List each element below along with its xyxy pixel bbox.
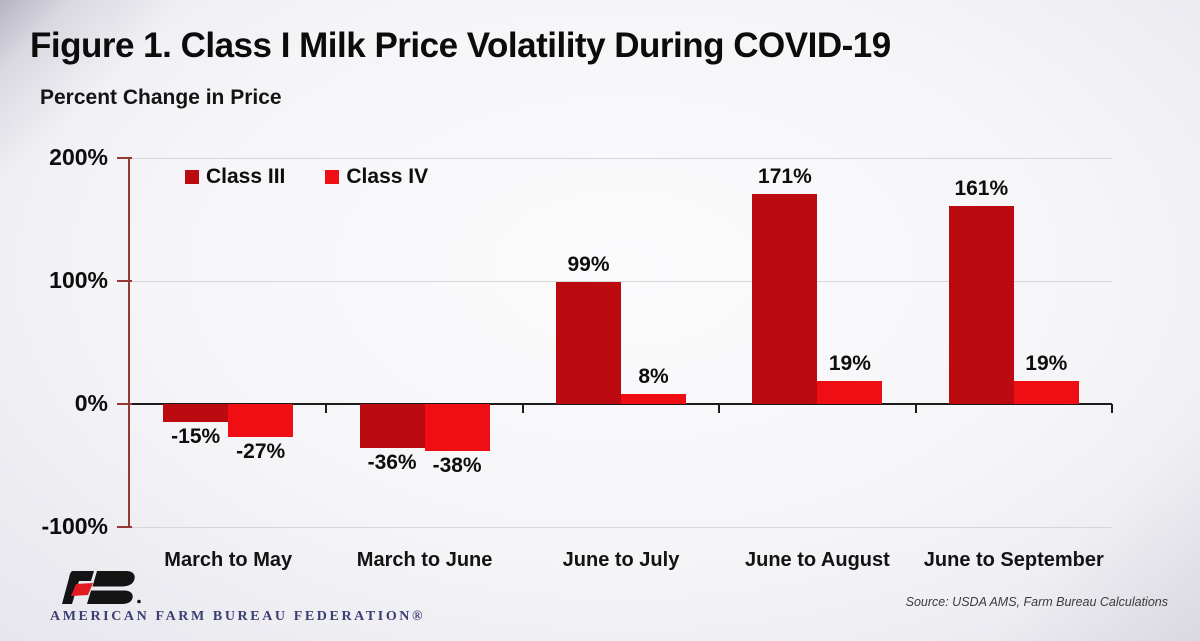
category-axis-tick — [718, 404, 721, 413]
bar-class-iv — [621, 394, 686, 404]
legend-item-class-iv: Class IV — [325, 165, 428, 189]
bar-class-iii — [556, 282, 621, 404]
legend-swatch-icon — [185, 170, 199, 184]
bar-chart: Class III Class IV 200% 100% 0% -100% -15% -27… — [42, 144, 1113, 571]
afbf-logo-text: AMERICAN FARM BUREAU FEDERATION® — [50, 609, 426, 624]
bar-value-label: -38% — [432, 453, 482, 477]
x-axis-category-label: June to July — [562, 549, 680, 571]
bar-value-label: 8% — [638, 365, 669, 389]
chart-legend: Class III Class IV — [185, 165, 428, 189]
bar-value-label: -15% — [171, 425, 221, 449]
legend-item-class-iii: Class III — [185, 165, 285, 189]
y-axis-line — [128, 158, 130, 527]
source-note: Source: USDA AMS, Farm Bureau Calculatio… — [905, 595, 1168, 609]
x-axis-category-label: March to May — [164, 549, 293, 571]
zero-axis-line — [130, 403, 1112, 405]
bar-value-label: 19% — [828, 351, 871, 375]
bar-class-iii — [948, 205, 1014, 404]
bar-value-label: 161% — [954, 176, 1009, 200]
gridline — [130, 527, 1112, 528]
bar-class-iv — [228, 404, 294, 438]
y-axis-units-label: Percent Change in Price — [40, 86, 282, 109]
category-axis-tick — [521, 404, 524, 413]
x-axis-category-label: March to June — [356, 549, 493, 571]
y-axis-tick — [117, 403, 132, 405]
bar-class-iii — [359, 404, 425, 449]
legend-label: Class IV — [346, 165, 429, 188]
y-axis-tick — [117, 157, 132, 159]
legend-label: Class III — [206, 165, 286, 188]
bar-class-iii — [752, 193, 818, 404]
bar-value-label: 19% — [1025, 351, 1068, 375]
category-axis-tick — [325, 404, 328, 413]
afbf-logo-icon — [62, 571, 141, 604]
bar-value-label: 171% — [758, 164, 812, 188]
y-axis-tick — [117, 526, 132, 528]
y-axis-tick-label: 0% — [74, 390, 108, 416]
bar-class-iv — [424, 404, 490, 451]
category-axis-tick — [914, 404, 917, 413]
y-axis-tick-label: 100% — [49, 267, 108, 293]
x-axis-category-label: June to August — [744, 549, 890, 571]
bar-value-label: -36% — [367, 451, 417, 475]
bar-class-iii — [163, 404, 229, 423]
gridline — [130, 158, 1112, 159]
y-axis-tick-label: -100% — [41, 513, 108, 539]
legend-swatch-icon — [325, 170, 340, 184]
bar-class-iv — [817, 380, 883, 404]
y-axis-tick — [117, 280, 132, 282]
bar-class-iv — [1013, 380, 1079, 404]
x-axis-category-label: June to September — [923, 549, 1104, 571]
bar-value-label: -27% — [236, 440, 286, 464]
gridline — [130, 281, 1112, 282]
bar-value-label: 99% — [567, 253, 610, 277]
y-axis-tick-label: 200% — [49, 144, 108, 170]
figure-title: Figure 1. Class I Milk Price Volatility … — [30, 26, 891, 65]
category-axis-tick — [1111, 404, 1113, 413]
